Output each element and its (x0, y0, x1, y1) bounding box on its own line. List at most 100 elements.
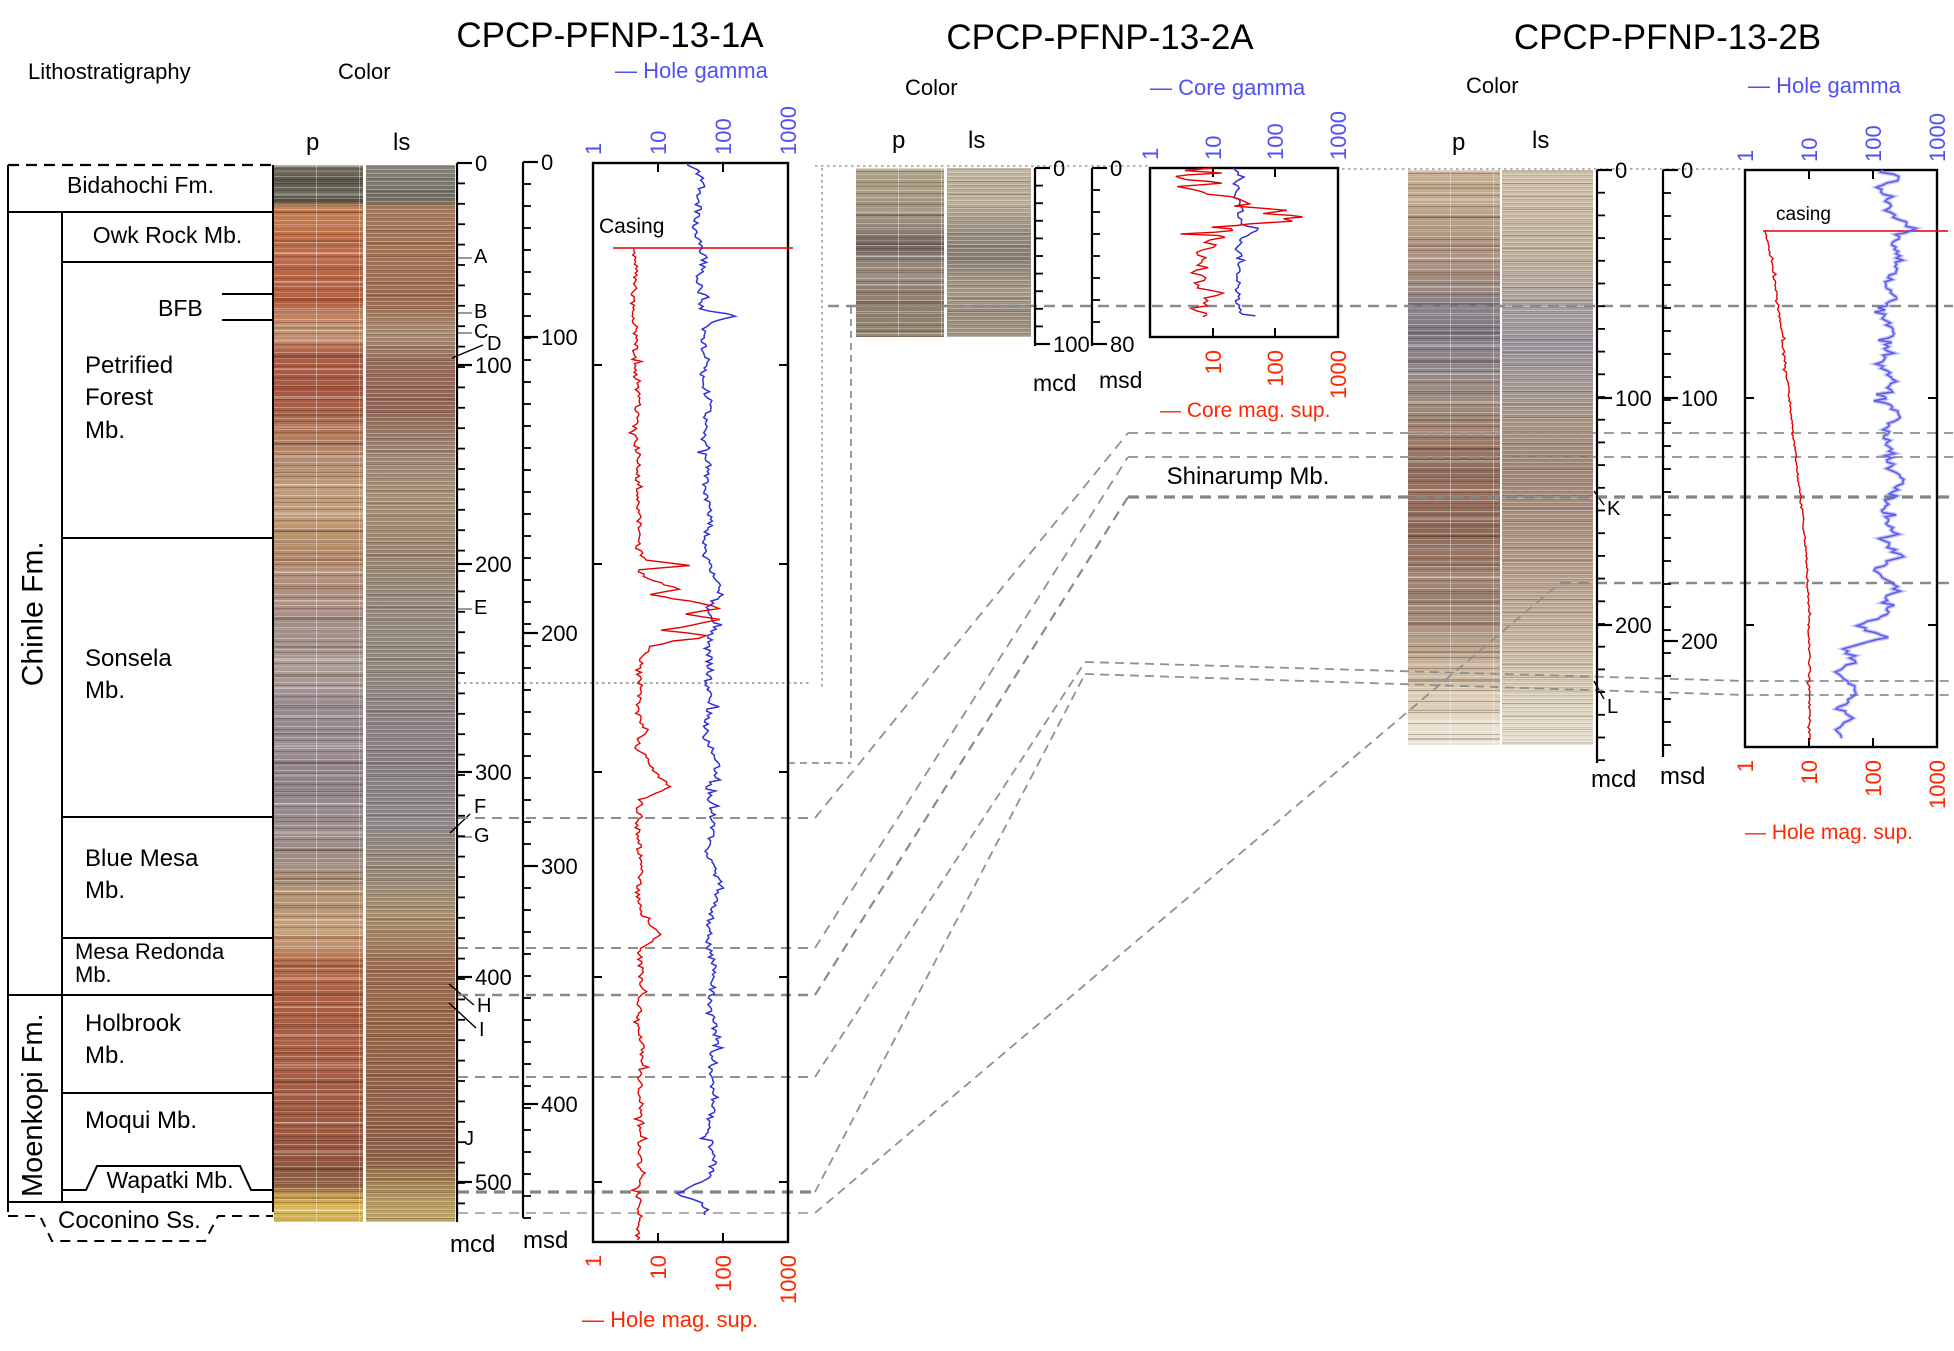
svg-text:100: 100 (711, 1255, 736, 1292)
casing-label-2B: casing (1776, 204, 1831, 225)
depth-marker-B: B (474, 301, 488, 323)
core-photo-ls-1A (366, 165, 455, 1222)
svg-text:0: 0 (1053, 156, 1065, 181)
msd-unit-2B: msd (1660, 763, 1706, 790)
svg-text:1: 1 (1138, 148, 1163, 160)
title-hole-2A: CPCP-PFNP-13-2A (946, 18, 1254, 57)
msd-unit-2A: msd (1099, 367, 1143, 393)
p-label-2A: p (892, 127, 906, 154)
ls-label-1A: ls (393, 129, 411, 156)
svg-text:500: 500 (475, 1170, 512, 1195)
core-photo-p-1A (274, 165, 363, 1222)
svg-text:1: 1 (581, 1255, 606, 1267)
svg-text:10: 10 (1797, 138, 1822, 162)
depth-marker-C: C (474, 321, 489, 343)
svg-text:400: 400 (541, 1092, 578, 1117)
svg-text:100: 100 (1861, 125, 1886, 162)
svg-text:200: 200 (475, 552, 512, 577)
svg-text:10: 10 (646, 1255, 671, 1279)
svg-text:1: 1 (1733, 150, 1758, 162)
svg-text:80: 80 (1110, 332, 1134, 357)
svg-text:200: 200 (541, 621, 578, 646)
msd-ruler-2A: 0 80 (1090, 156, 1134, 357)
svg-text:1: 1 (1733, 760, 1758, 772)
msd-ruler-2B: 0 100 200 (1661, 158, 1718, 757)
svg-text:100: 100 (1053, 332, 1090, 357)
svg-text:400: 400 (475, 965, 512, 990)
legend-hole-mag-1A: — Hole mag. sup. (582, 1307, 759, 1332)
title-hole-1A: CPCP-PFNP-13-1A (456, 16, 764, 55)
member-owk-rock: Owk Rock Mb. (92, 222, 243, 248)
log-panel-2B: 0 100 200 0 100 200 1 10 100 1000 1 10 100 1000 (1595, 113, 1950, 809)
casing-label-1A: Casing (599, 215, 665, 238)
title-hole-2B: CPCP-PFNP-13-2B (1513, 18, 1822, 57)
formation-chinle: Chinle Fm. (16, 541, 50, 687)
svg-text:200: 200 (1615, 613, 1652, 638)
svg-text:100: 100 (1263, 350, 1288, 387)
core-photo-p-2A (856, 168, 944, 337)
curve-core-gamma-2A (1232, 167, 1260, 317)
svg-text:1000: 1000 (776, 1255, 801, 1304)
member-mesa-redonda: Mesa Redonda Mb. (75, 939, 225, 988)
mcd-unit-2A: mcd (1033, 370, 1077, 396)
curve-hole-gamma-2B (1833, 169, 1919, 739)
p-label-2B: p (1452, 129, 1466, 156)
svg-text:10: 10 (646, 131, 671, 155)
depth-marker-E: E (474, 597, 488, 619)
svg-text:100: 100 (541, 325, 578, 350)
color-header-1A: Color (338, 59, 391, 84)
curve-core-mag-sup--2A (1175, 167, 1303, 318)
ls-label-2A: ls (968, 127, 986, 154)
svg-text:1000: 1000 (1326, 350, 1351, 399)
svg-text:0: 0 (1110, 156, 1122, 181)
member-blue-mesa: Blue Mesa Mb. (85, 845, 199, 905)
log-panel-1A: 0 100 200 300 400 500 0 100 200 300 400 1 10 100 1000 1… (455, 106, 801, 1304)
curve-hole-mag-sup--2B (1764, 231, 1812, 742)
formation-coconino: Coconino Ss. (58, 1207, 201, 1234)
svg-text:0: 0 (475, 151, 487, 176)
formation-bidahochi: Bidahochi Fm. (66, 172, 214, 198)
svg-text:0: 0 (1681, 158, 1693, 183)
depth-marker-A: A (474, 246, 488, 268)
mcd-unit-1A: mcd (450, 1231, 496, 1258)
ls-label-2B: ls (1532, 127, 1550, 154)
member-shinarump: Shinarump Mb. (1166, 463, 1330, 490)
member-moqui: Moqui Mb. (85, 1107, 198, 1134)
curve-hole-gamma-1A (675, 162, 739, 1216)
svg-text:100: 100 (1615, 386, 1652, 411)
svg-text:300: 300 (475, 760, 512, 785)
depth-marker-J: J (464, 1128, 474, 1150)
svg-text:200: 200 (1681, 629, 1718, 654)
mcd-ruler-2B: 0 100 200 (1595, 158, 1652, 763)
svg-text:0: 0 (541, 150, 553, 175)
depth-marker-G: G (474, 825, 490, 847)
core-photo-ls-2A (947, 168, 1031, 337)
p-label-1A: p (306, 129, 320, 156)
member-bfb: BFB (158, 295, 203, 321)
msd-ruler-1A: 0 100 200 300 400 (521, 150, 578, 1219)
svg-text:300: 300 (541, 854, 578, 879)
legend-hole-gamma-2B: — Hole gamma (1748, 73, 1901, 98)
member-holbrook: Holbrook Mb. (85, 1010, 182, 1070)
color-header-2B: Color (1466, 73, 1519, 98)
curve-hole-mag-sup--1A (627, 248, 722, 1241)
msd-unit-1A: msd (523, 1227, 569, 1254)
color-header-2A: Color (905, 75, 958, 100)
svg-text:1000: 1000 (1326, 111, 1351, 160)
member-petrified-forest: Petrified Forest Mb. (85, 352, 174, 444)
mcd-unit-2B: mcd (1591, 766, 1637, 793)
formation-moenkopi: Moenkopi Fm. (16, 1013, 49, 1197)
svg-text:10: 10 (1201, 136, 1226, 160)
line-work (7, 163, 1953, 1242)
depth-marker-D: D (487, 333, 502, 355)
member-wapatki: Wapatki Mb. (106, 1167, 234, 1193)
lithostratigraphy-header: Lithostratigraphy (28, 59, 191, 84)
svg-text:1000: 1000 (1925, 113, 1950, 162)
svg-text:100: 100 (1681, 386, 1718, 411)
legend-hole-mag-2B: — Hole mag. sup. (1745, 821, 1914, 844)
depth-marker-F: F (474, 796, 487, 818)
svg-text:10: 10 (1201, 350, 1226, 374)
